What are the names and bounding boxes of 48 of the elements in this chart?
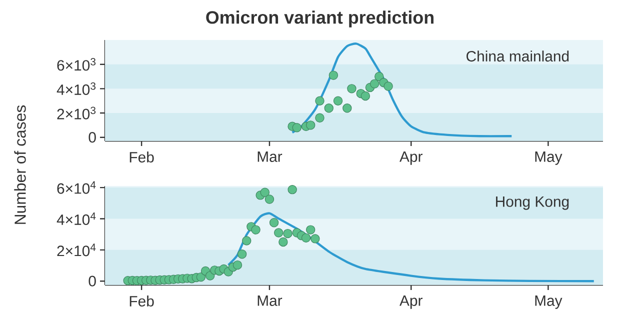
x-tick-label: Apr (400, 152, 422, 165)
x-tick-label: Mar (258, 152, 282, 162)
point (328, 70, 338, 80)
y-axis-title: Number of cases (14, 105, 26, 224)
point (292, 123, 302, 132)
x-tick-label: May (535, 296, 562, 309)
y-tick-label: 4×10$^{3}$ (56, 82, 96, 95)
y-tick-label: 2×10$^{3}$ (57, 106, 96, 120)
point (260, 188, 270, 197)
point (370, 79, 380, 88)
text: China mainland (466, 50, 569, 62)
point (374, 72, 384, 82)
point (310, 234, 320, 244)
x-tick-label: Apr (400, 296, 422, 309)
y-tick-label: 4×10$^{4}$ (56, 212, 96, 226)
y-tick-label: 6×10$^{3}$ (57, 58, 96, 71)
point (347, 84, 356, 94)
point (288, 184, 297, 194)
x-tick-label: May (535, 152, 562, 165)
x-tick-label: Feb (130, 296, 154, 306)
y-tick-label: 0 (88, 276, 96, 286)
point (384, 82, 393, 91)
point (306, 120, 316, 130)
point (237, 250, 247, 259)
point (315, 96, 324, 106)
chart-title: Omicron variant prediction (206, 10, 434, 28)
point (251, 225, 260, 234)
point (333, 96, 343, 106)
y-tick-label: 2×10$^{4}$ (57, 244, 96, 256)
point (360, 91, 370, 101)
x-tick-label: Mar (258, 296, 282, 306)
point (232, 260, 242, 270)
text: Hong Kong (496, 196, 569, 210)
point (278, 237, 288, 247)
point (242, 236, 252, 246)
x-tick-label: Feb (130, 152, 154, 162)
point (274, 228, 284, 238)
y-tick-label: 6×10$^{4}$ (57, 181, 96, 194)
y-tick-label: 0 (88, 132, 96, 143)
point (264, 194, 274, 204)
point (283, 228, 292, 238)
point (315, 113, 324, 122)
point (196, 272, 206, 282)
point (324, 104, 334, 113)
point (269, 218, 279, 228)
point (306, 225, 316, 234)
point (301, 233, 311, 243)
point (342, 104, 352, 113)
